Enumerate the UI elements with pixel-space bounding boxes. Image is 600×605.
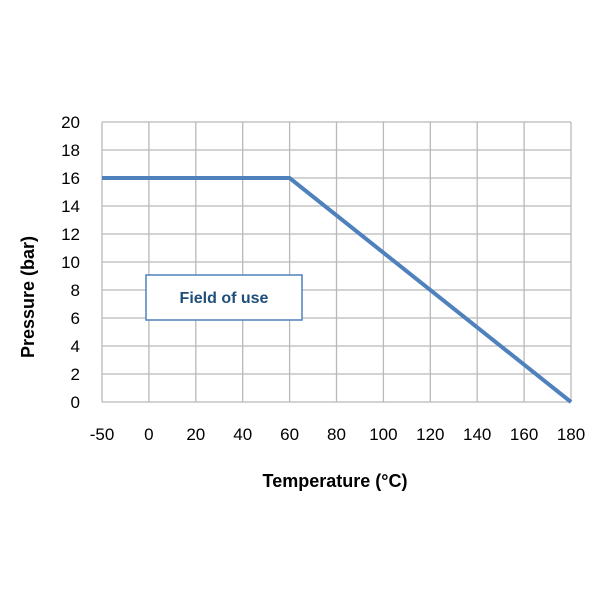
field-of-use-text: Field of use bbox=[180, 290, 269, 307]
y-tick-label: 12 bbox=[61, 225, 80, 244]
x-tick-label: 60 bbox=[280, 425, 299, 444]
y-tick-label: 18 bbox=[61, 141, 80, 160]
series-line bbox=[102, 176, 573, 404]
x-axis-title: Temperature (°C) bbox=[263, 471, 408, 491]
x-tick-labels: -50 0 20 40 60 80 100 120 140 160 180 bbox=[90, 425, 585, 444]
x-tick-label: 160 bbox=[510, 425, 538, 444]
y-tick-label: 20 bbox=[61, 113, 80, 132]
y-tick-label: 10 bbox=[61, 253, 80, 272]
y-axis-title: Pressure (bar) bbox=[18, 236, 38, 358]
x-tick-label: 100 bbox=[369, 425, 397, 444]
x-tick-label: -50 bbox=[90, 425, 115, 444]
y-tick-label: 14 bbox=[61, 197, 80, 216]
y-tick-label: 8 bbox=[71, 281, 80, 300]
y-tick-label: 2 bbox=[71, 365, 80, 384]
x-tick-label: 20 bbox=[186, 425, 205, 444]
y-tick-label: 16 bbox=[61, 169, 80, 188]
y-tick-label: 0 bbox=[71, 393, 80, 412]
x-tick-label: 0 bbox=[144, 425, 153, 444]
x-tick-label: 80 bbox=[327, 425, 346, 444]
grid bbox=[101, 121, 572, 403]
x-tick-label: 180 bbox=[557, 425, 585, 444]
x-tick-label: 40 bbox=[233, 425, 252, 444]
x-tick-label: 140 bbox=[463, 425, 491, 444]
y-tick-labels: 0 2 4 6 8 10 12 14 16 18 20 bbox=[61, 113, 80, 412]
field-of-use-label: Field of use bbox=[145, 274, 303, 321]
x-tick-label: 120 bbox=[416, 425, 444, 444]
y-tick-label: 4 bbox=[71, 337, 80, 356]
series-layer bbox=[102, 176, 573, 404]
field-of-use-box bbox=[145, 274, 303, 321]
annotation-layer: Field of use bbox=[145, 274, 303, 321]
y-tick-label: 6 bbox=[71, 309, 80, 328]
